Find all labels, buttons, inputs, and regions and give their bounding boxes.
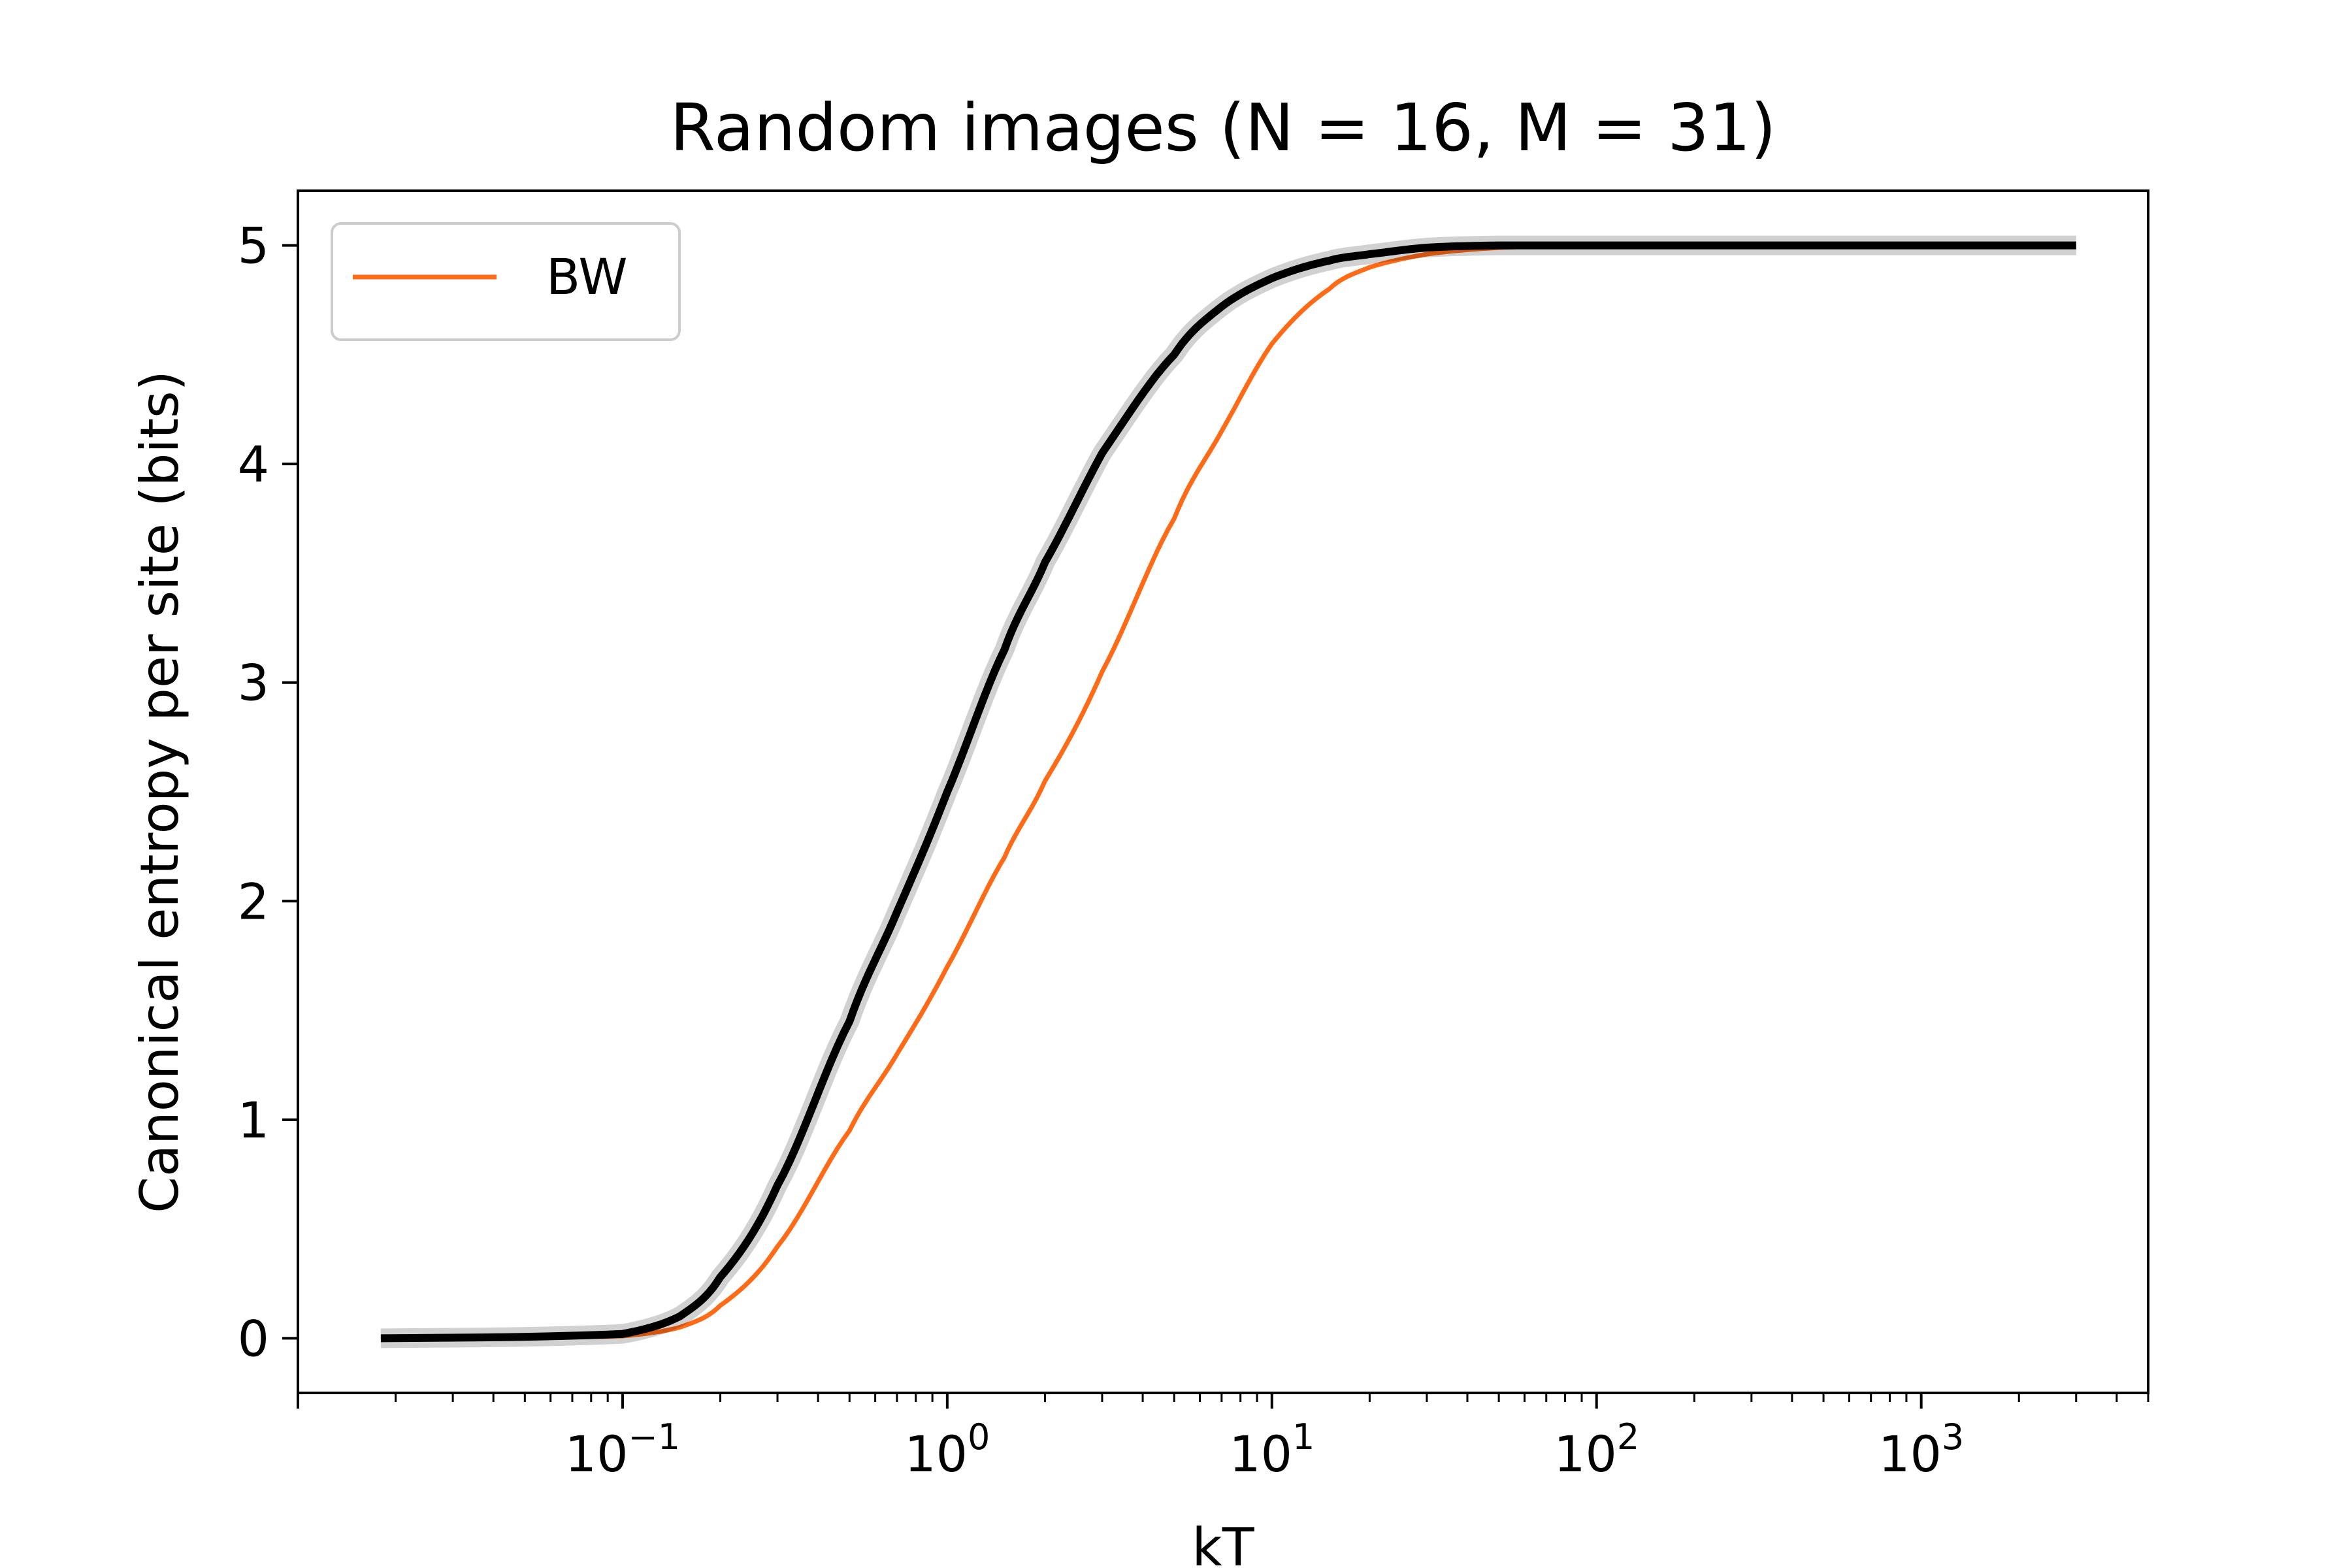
legend-box (331, 222, 681, 341)
x-axis-label: kT (1192, 1517, 1254, 1568)
x-axis: 10−1 100 101 102 103 (297, 1393, 2149, 1483)
x-tick-label: 101 (1229, 1416, 1315, 1483)
y-tick-label: 5 (238, 217, 269, 275)
x-tick-label: 100 (904, 1416, 990, 1483)
plot-frame (297, 189, 2149, 1394)
y-axis-label: Canonical entropy per site (bits) (129, 370, 190, 1213)
legend: BW (331, 222, 681, 341)
x-tick-label: 10−1 (565, 1416, 680, 1483)
plot-area (380, 235, 2076, 1348)
chart-title: Random images (N = 16, M = 31) (670, 90, 1776, 166)
y-tick-label: 1 (238, 1091, 269, 1149)
x-tick-label: 102 (1554, 1416, 1639, 1483)
y-tick-label: 0 (238, 1309, 269, 1367)
x-tick-label: 103 (1878, 1416, 1964, 1483)
y-tick-label: 2 (238, 872, 269, 930)
y-tick-label: 4 (238, 435, 269, 493)
y-axis: 0 1 2 3 4 5 (238, 217, 298, 1367)
y-tick-label: 3 (238, 654, 269, 712)
legend-label-bw: BW (546, 248, 628, 306)
series-line-series-1 (380, 241, 2076, 1343)
